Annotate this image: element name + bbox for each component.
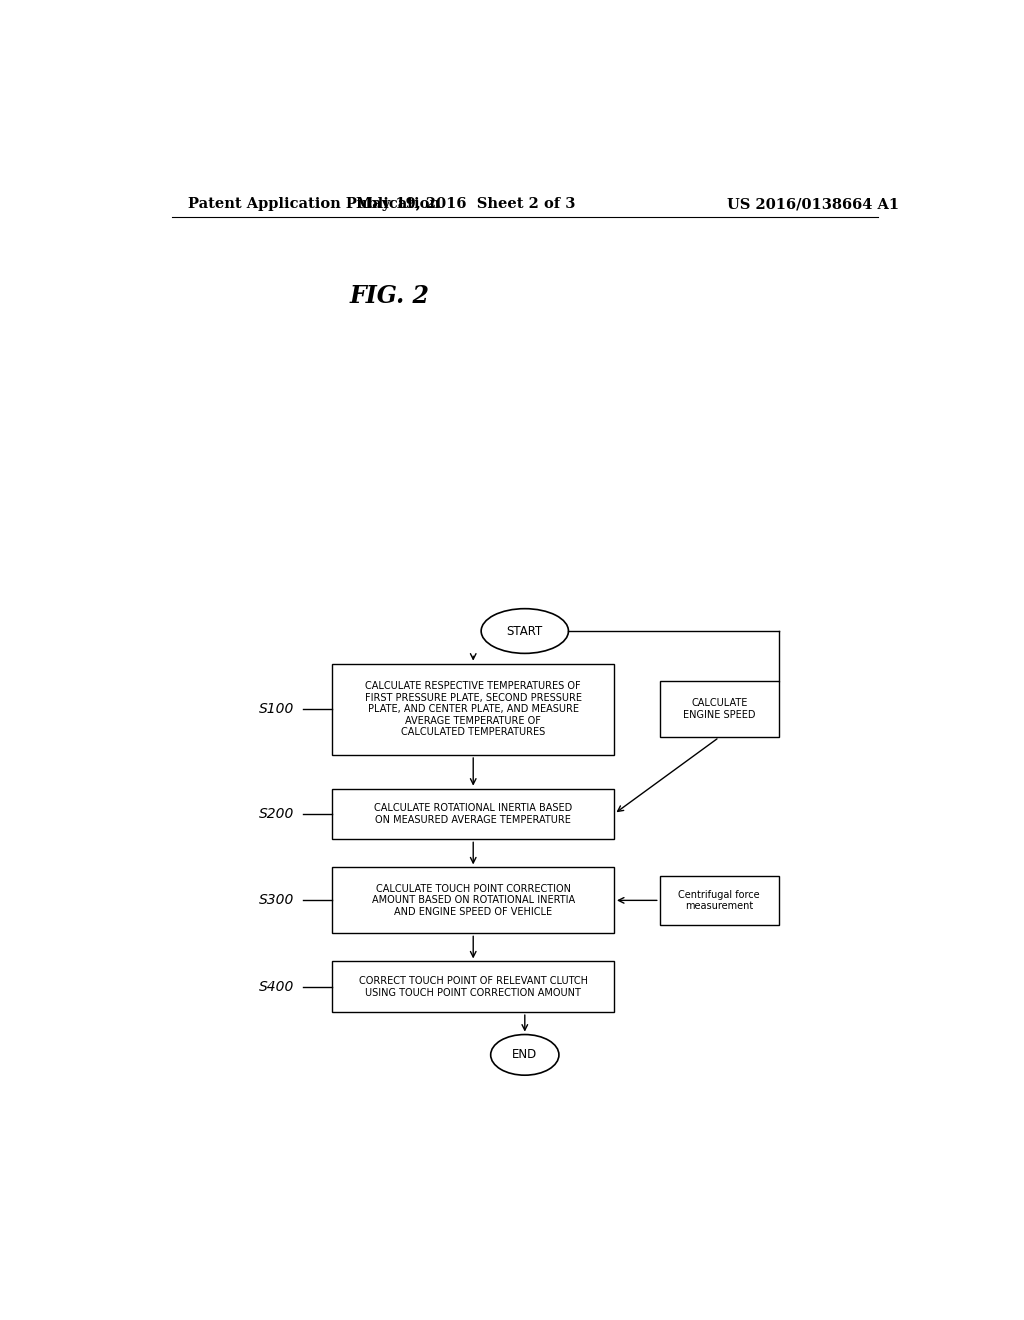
Text: CALCULATE ROTATIONAL INERTIA BASED
ON MEASURED AVERAGE TEMPERATURE: CALCULATE ROTATIONAL INERTIA BASED ON ME… [374, 803, 572, 825]
Bar [659, 876, 779, 925]
Text: S200: S200 [259, 807, 295, 821]
Bar [333, 961, 614, 1012]
Text: CALCULATE
ENGINE SPEED: CALCULATE ENGINE SPEED [683, 698, 756, 721]
Text: START: START [507, 624, 543, 638]
Text: END: END [512, 1048, 538, 1061]
Text: May 19, 2016  Sheet 2 of 3: May 19, 2016 Sheet 2 of 3 [355, 197, 574, 211]
Text: S400: S400 [259, 979, 295, 994]
Text: US 2016/0138664 A1: US 2016/0138664 A1 [727, 197, 899, 211]
Bar [333, 664, 614, 755]
Bar [659, 681, 779, 738]
Text: Centrifugal force
measurement: Centrifugal force measurement [679, 890, 760, 911]
Text: CORRECT TOUCH POINT OF RELEVANT CLUTCH
USING TOUCH POINT CORRECTION AMOUNT: CORRECT TOUCH POINT OF RELEVANT CLUTCH U… [358, 975, 588, 998]
Text: CALCULATE RESPECTIVE TEMPERATURES OF
FIRST PRESSURE PLATE, SECOND PRESSURE
PLATE: CALCULATE RESPECTIVE TEMPERATURES OF FIR… [365, 681, 582, 738]
Text: FIG. 2: FIG. 2 [350, 284, 430, 308]
Text: CALCULATE TOUCH POINT CORRECTION
AMOUNT BASED ON ROTATIONAL INERTIA
AND ENGINE S: CALCULATE TOUCH POINT CORRECTION AMOUNT … [372, 884, 574, 917]
Text: S300: S300 [259, 894, 295, 907]
Bar [333, 788, 614, 840]
Text: S100: S100 [259, 702, 295, 717]
Text: Patent Application Publication: Patent Application Publication [187, 197, 439, 211]
Bar [333, 867, 614, 933]
